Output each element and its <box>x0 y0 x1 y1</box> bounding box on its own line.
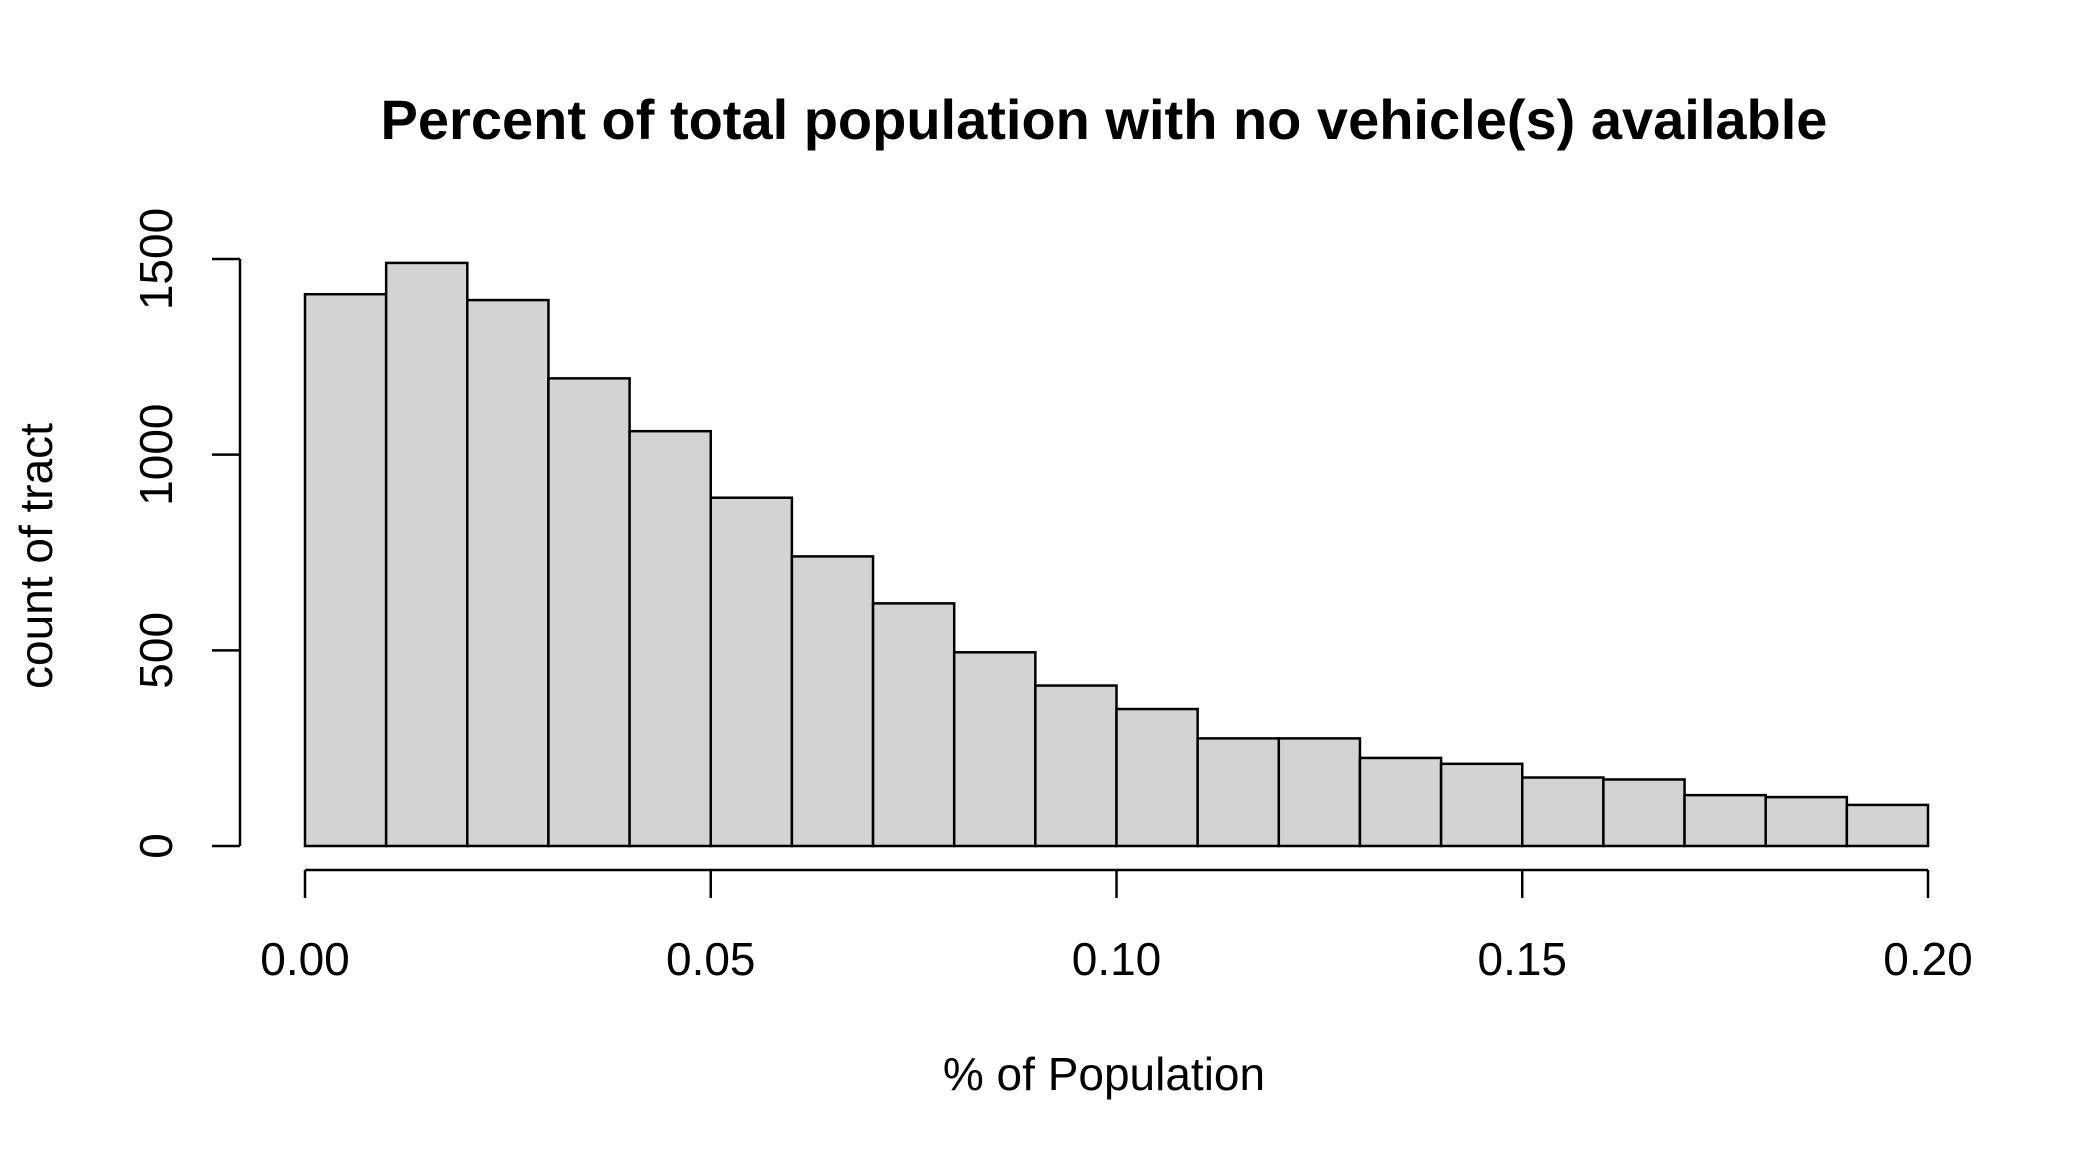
histogram-bar <box>628 429 712 848</box>
histogram-bar <box>1683 793 1767 848</box>
histogram-bar <box>1196 737 1281 848</box>
histogram-bar <box>1602 778 1686 848</box>
histogram-bar <box>1358 756 1443 848</box>
y-tick-label: 1000 <box>130 403 182 505</box>
histogram-bar <box>1115 707 1199 848</box>
chart-title: Percent of total population with no vehi… <box>381 88 1828 151</box>
x-axis-label: % of Population <box>943 1048 1265 1100</box>
histogram-bar <box>1439 762 1524 848</box>
y-tick-label: 1500 <box>130 208 182 310</box>
y-axis-label: count of tract <box>10 423 62 689</box>
y-tick-label: 0 <box>130 833 182 859</box>
histogram-bar <box>871 602 956 848</box>
x-tick-label: 0.20 <box>1883 933 1973 985</box>
histogram-bar <box>1034 684 1118 848</box>
x-axis: 0.00 0.05 0.10 0.15 0.20 <box>260 868 1973 985</box>
histogram-bar <box>1845 803 1930 848</box>
histogram-bar <box>547 377 631 848</box>
histogram-bar <box>709 496 794 848</box>
histogram-bar <box>1277 737 1362 848</box>
histogram-bar <box>1521 776 1605 848</box>
x-tick-label: 0.10 <box>1072 933 1162 985</box>
histogram-bar <box>466 298 550 848</box>
histogram-bar <box>790 555 875 848</box>
x-tick-label: 0.00 <box>260 933 350 985</box>
y-axis: 0 500 1000 1500 <box>130 208 242 859</box>
bars-group <box>303 261 1930 848</box>
histogram-bar <box>952 651 1037 848</box>
histogram-bar <box>1764 795 1849 848</box>
y-tick-label: 500 <box>130 612 182 689</box>
histogram-bar <box>303 292 388 848</box>
x-tick-label: 0.05 <box>666 933 756 985</box>
histogram-bar <box>384 261 469 848</box>
x-tick-label: 0.15 <box>1477 933 1567 985</box>
